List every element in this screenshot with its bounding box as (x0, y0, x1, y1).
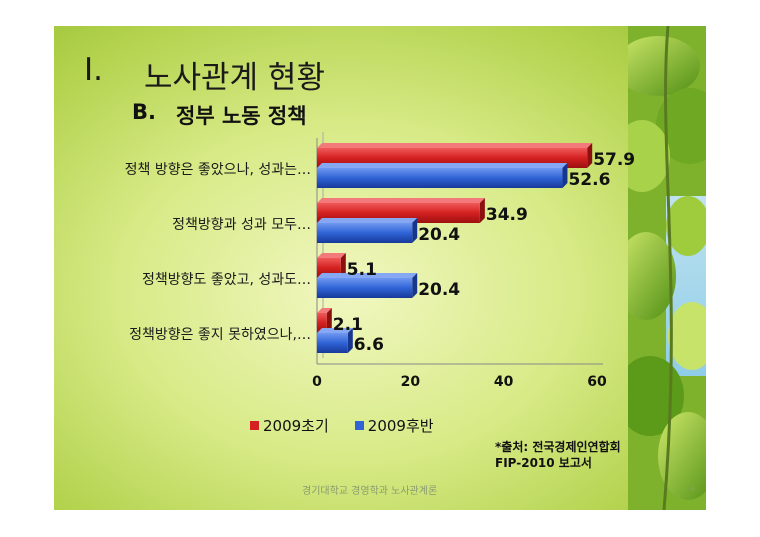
bar-side-s2-c2 (412, 218, 418, 243)
value-label-s1-c3: 5.1 (347, 260, 377, 280)
bars-group (317, 143, 593, 353)
leaf-decoration-image (628, 26, 706, 510)
value-label-s1-c1: 57.9 (593, 150, 635, 170)
bar-s2-c1 (317, 168, 563, 188)
slide-subtitle-number: B. (132, 100, 156, 124)
bar-top-s2-c1 (317, 163, 568, 168)
bar-side-s2-c3 (412, 273, 418, 298)
bar-top-s2-c2 (317, 218, 418, 223)
bar-side-s1-c4 (326, 308, 332, 333)
slide-background: I. 노사관계 현황 B. 정부 노동 정책 정책 방향은 좋았으나, 성과는…… (54, 26, 706, 510)
bar-s2-c3 (317, 278, 413, 298)
bar-top-s1-c2 (317, 198, 485, 203)
chart-legend: 2009초기 2009후반 (250, 415, 434, 436)
source-note: *출처: 전국경제인연합회 FIP-2010 보고서 (495, 439, 621, 471)
bar-side-s1-c3 (340, 253, 346, 278)
bar-s1-c4 (317, 313, 327, 333)
bar-chart: 정책 방향은 좋았으나, 성과는… 정책방향과 성과 모두… 정책방향도 좋았고, … (125, 132, 635, 390)
category-label-3: 정책방향도 좋았고, 성과도… (142, 272, 311, 288)
x-tick-label-4: 60 (587, 374, 607, 390)
category-labels: 정책 방향은 좋았으나, 성과는… 정책방향과 성과 모두… 정책방향도 좋았고, … (125, 162, 311, 343)
value-label-s2-c2: 20.4 (418, 225, 460, 245)
value-label-s2-c3: 20.4 (418, 280, 460, 300)
bar-top-s1-c3 (317, 253, 346, 258)
legend-swatch-red (250, 421, 259, 430)
x-tick-label-3: 40 (494, 374, 514, 390)
page-number: 4 (690, 484, 696, 493)
slide-title-number: I. (84, 52, 103, 88)
legend-item-series-1: 2009초기 (250, 415, 329, 436)
value-label-s2-c4: 6.6 (354, 335, 384, 355)
slide-subtitle: 정부 노동 정책 (176, 104, 307, 128)
legend-label-series-1: 2009초기 (263, 417, 329, 435)
source-line-1: *출처: 전국경제인연합회 (495, 440, 621, 454)
bar-s2-c2 (317, 223, 413, 243)
bar-side-s2-c1 (562, 163, 568, 188)
category-label-4: 정책방향은 좋지 못하였으나,… (129, 327, 311, 343)
bar-side-s1-c1 (587, 143, 593, 168)
bar-s2-c4 (317, 333, 348, 353)
bar-top-s1-c1 (317, 143, 593, 148)
category-label-2: 정책방향과 성과 모두… (172, 217, 311, 233)
bar-side-s1-c2 (479, 198, 485, 223)
x-tick-labels: 0 20 40 60 (312, 374, 607, 390)
legend-item-series-2: 2009후반 (354, 415, 434, 436)
x-tick-label-2: 20 (401, 374, 421, 390)
source-line-2: FIP-2010 보고서 (495, 456, 592, 470)
bar-top-s2-c3 (317, 273, 418, 278)
slide-title: 노사관계 현황 (144, 60, 325, 96)
bar-top-s2-c4 (317, 328, 353, 333)
value-label-s1-c4: 2.1 (333, 315, 363, 335)
value-labels: 57.952.6 34.9 20.4 5.1 20.4 2.16.6 (333, 150, 635, 355)
bar-side-s2-c4 (347, 328, 353, 353)
value-label-s1-c2: 34.9 (486, 205, 528, 225)
legend-label-series-2: 2009후반 (367, 417, 434, 435)
slide-footer: 경기대학교 경영학과 노사관계론 (302, 486, 438, 497)
value-label-s2-c1: 52.6 (568, 170, 610, 190)
bar-top-s1-c4 (317, 308, 332, 313)
legend-swatch-blue (354, 421, 364, 430)
x-tick-label-1: 0 (312, 374, 322, 390)
category-label-1: 정책 방향은 좋았으나, 성과는… (125, 162, 311, 178)
